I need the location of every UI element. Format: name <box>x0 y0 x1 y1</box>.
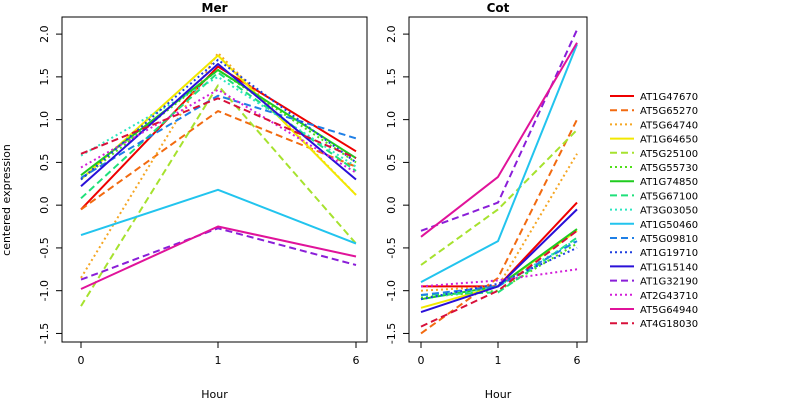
series-line-cot-at1g19710 <box>420 246 578 301</box>
x-tick-label-cot: 1 <box>495 354 502 367</box>
x-axis-label-cot: Hour <box>485 388 512 400</box>
series-line-cot-at5g65270 <box>420 119 578 335</box>
series-line-cot-at1g32190 <box>420 29 578 232</box>
y-tick-label-cot: -0.5 <box>385 237 398 258</box>
legend-label-at5g09810: AT5G09810 <box>640 234 698 245</box>
legend-label-at2g43710: AT2G43710 <box>640 291 698 302</box>
y-tick-label-cot: -1.0 <box>385 280 398 301</box>
y-tick-label-mer: -1.0 <box>38 280 51 301</box>
x-tick-label-cot: 0 <box>418 354 425 367</box>
series-line-cot-at5g25100 <box>420 129 578 266</box>
x-tick-label-mer: 0 <box>78 354 85 367</box>
series-line-mer-at1g32190 <box>80 227 357 281</box>
legend-label-at1g47670: AT1G47670 <box>640 92 698 103</box>
legend-label-at5g67100: AT5G67100 <box>640 191 698 202</box>
series-line-cot-at5g64740 <box>420 153 578 292</box>
legend-label-at1g15140: AT1G15140 <box>640 262 698 273</box>
legend-label-at5g65270: AT5G65270 <box>640 106 698 117</box>
panel-title-cot: Cot <box>487 1 510 15</box>
x-tick-label-mer: 6 <box>353 354 360 367</box>
panel-cot: Cot -1.5 -1.0 -0.5 0.0 0.5 1.0 1.5 2.0 0 1 6 Hour <box>385 1 588 400</box>
series-line-cot-at2g43710 <box>420 268 578 288</box>
legend-label-at3g03050: AT3G03050 <box>640 206 698 217</box>
series-line-cot-at4g18030 <box>420 230 578 328</box>
series-line-cot-at1g50460 <box>420 44 578 283</box>
legend-label-at5g55730: AT5G55730 <box>640 163 698 174</box>
legend-label-at5g25100: AT5G25100 <box>640 149 698 160</box>
series-line-mer-at1g64650 <box>80 54 357 196</box>
legend-label-at1g74850: AT1G74850 <box>640 177 698 188</box>
y-tick-label-cot: 0.5 <box>385 154 398 172</box>
y-tick-label-mer: -1.5 <box>38 323 51 344</box>
legend-label-at1g64650: AT1G64650 <box>640 135 698 146</box>
panel-mer: Mer -1.5 -1.0 -0.5 0.0 0.5 1.0 1.5 2.0 0 1 6 Hour <box>38 1 368 400</box>
x-tick-label-mer: 1 <box>215 354 222 367</box>
x-tick-label-cot: 6 <box>574 354 581 367</box>
legend-label-at1g50460: AT1G50460 <box>640 220 698 231</box>
legend: AT1G47670 AT5G65270 AT5G64740 AT1G64650 AT5G… <box>610 92 698 330</box>
series-line-cot-at1g15140 <box>420 208 578 314</box>
y-tick-label-mer: 1.0 <box>38 111 51 129</box>
series-line-mer-at5g09810 <box>80 94 357 179</box>
series-line-mer-at1g47670 <box>80 65 357 211</box>
series-line-mer-at4g18030 <box>80 97 357 160</box>
series-line-mer-at1g50460 <box>80 188 357 245</box>
y-tick-label-cot: 0.0 <box>385 196 398 214</box>
y-tick-label-mer: 0.5 <box>38 154 51 172</box>
legend-label-at5g64740: AT5G64740 <box>640 120 698 131</box>
panel-title-mer: Mer <box>202 1 228 15</box>
series-line-mer-at5g25100 <box>80 84 357 307</box>
y-tick-label-cot: 1.5 <box>385 68 398 86</box>
legend-label-at1g32190: AT1G32190 <box>640 277 698 288</box>
series-line-mer-at1g19710 <box>80 58 357 181</box>
y-tick-label-cot: 1.0 <box>385 111 398 129</box>
x-axis-label-mer: Hour <box>201 388 228 400</box>
legend-label-at5g64940: AT5G64940 <box>640 305 698 316</box>
y-tick-label-mer: 0.0 <box>38 196 51 214</box>
series-line-mer-at1g15140 <box>80 63 357 188</box>
y-tick-label-mer: 2.0 <box>38 25 51 43</box>
series-line-cot-at5g64940 <box>420 42 578 238</box>
legend-label-at4g18030: AT4G18030 <box>640 319 698 330</box>
y-tick-label-mer: -0.5 <box>38 237 51 258</box>
y-axis-label: centered expression <box>0 144 13 256</box>
y-tick-label-mer: 1.5 <box>38 68 51 86</box>
y-tick-label-cot: -1.5 <box>385 323 398 344</box>
series-line-mer-at5g64940 <box>80 225 357 290</box>
legend-label-at1g19710: AT1G19710 <box>640 248 698 259</box>
plot-frame-mer <box>61 16 368 343</box>
y-tick-label-cot: 2.0 <box>385 25 398 43</box>
